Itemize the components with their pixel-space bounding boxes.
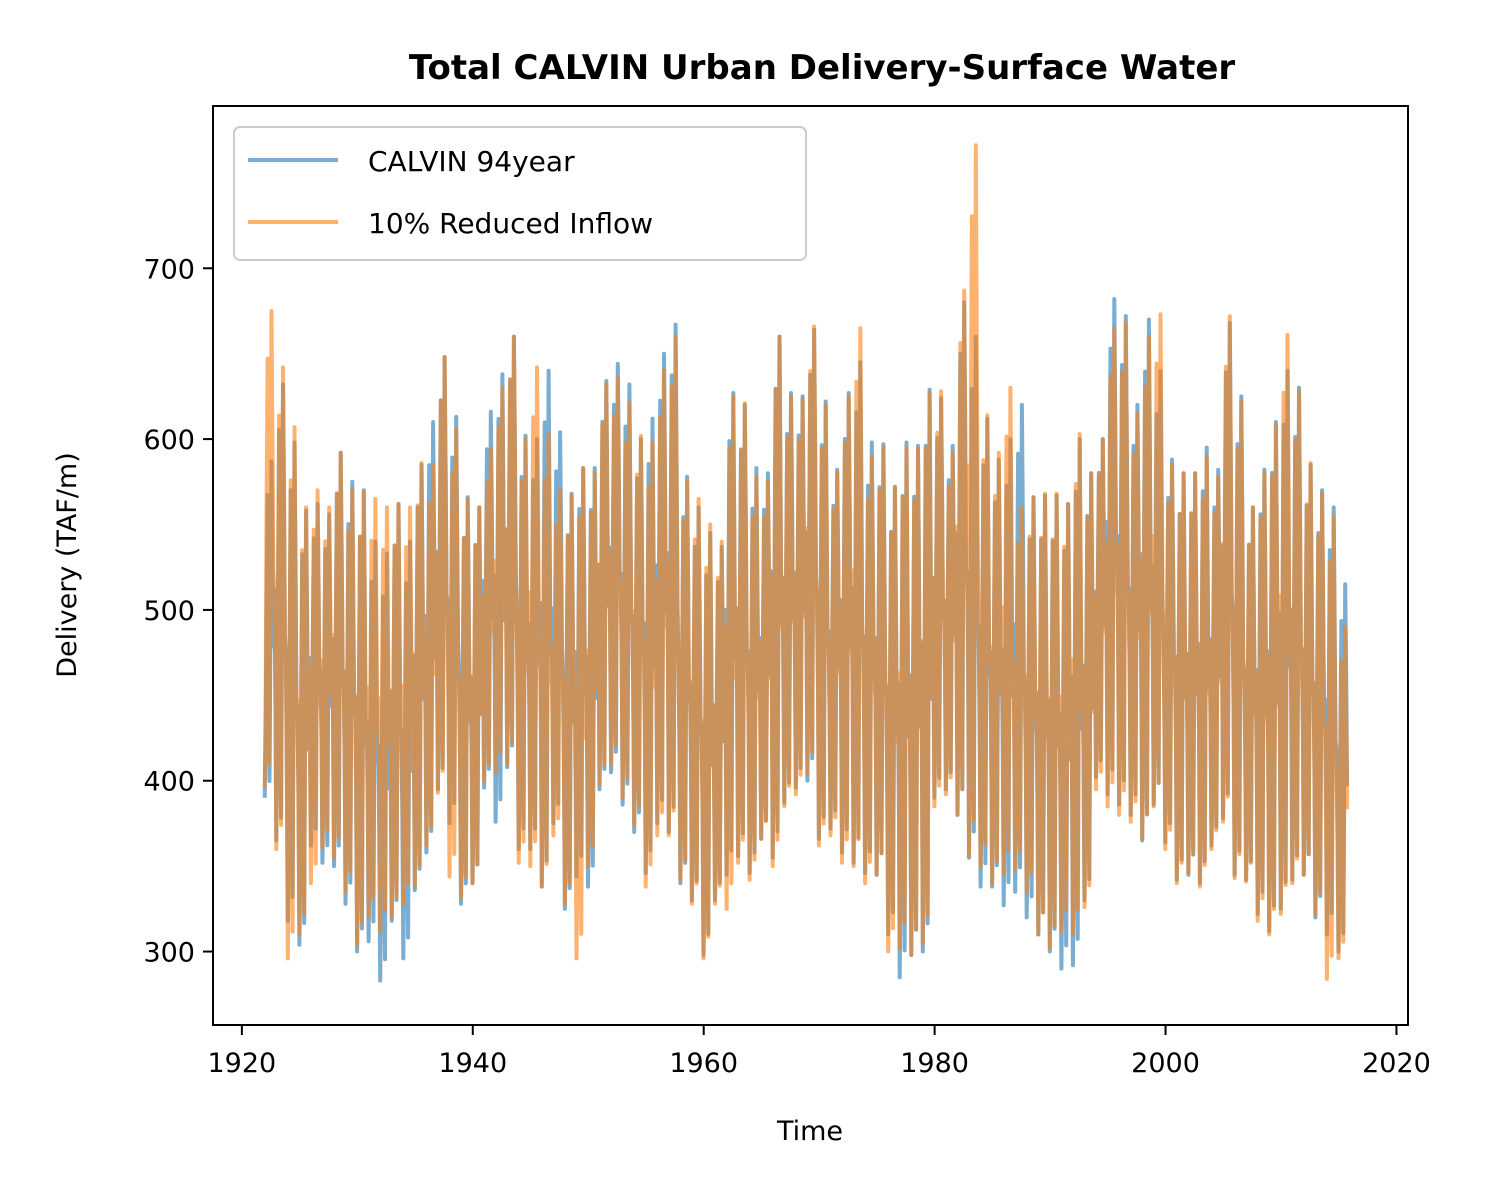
legend-label-calvin-94year: CALVIN 94year — [368, 145, 575, 178]
y-axis-label: Delivery (TAF/m) — [52, 452, 83, 678]
y-axis: 300 400 500 600 700 — [143, 254, 213, 969]
plot-area — [212, 105, 1409, 1026]
series-line-reduced-inflow — [262, 143, 1350, 981]
x-tick-label: 1920 — [208, 1048, 277, 1079]
x-tick-label: 1940 — [438, 1048, 507, 1079]
x-axis-label: Time — [776, 1116, 843, 1147]
y-tick-label: 700 — [143, 254, 195, 285]
x-axis: 1920 1940 1960 1980 2000 2020 — [208, 1025, 1431, 1079]
legend: CALVIN 94year 10% Reduced Inflow — [233, 126, 807, 261]
legend-box — [233, 126, 807, 261]
y-tick-label: 300 — [143, 938, 195, 969]
y-tick-label: 500 — [143, 596, 195, 627]
series-layer — [262, 143, 1350, 983]
y-tick-label: 600 — [143, 425, 195, 456]
chart-title: Total CALVIN Urban Delivery-Surface Wate… — [409, 48, 1236, 88]
y-tick-label: 400 — [143, 767, 195, 798]
legend-label-reduced-inflow: 10% Reduced Inflow — [368, 207, 653, 240]
x-tick-label: 1960 — [669, 1048, 738, 1079]
x-tick-label: 2000 — [1131, 1048, 1200, 1079]
plot-frame — [212, 105, 1409, 1026]
x-tick-label: 2020 — [1362, 1048, 1431, 1079]
x-tick-label: 1980 — [900, 1048, 969, 1079]
